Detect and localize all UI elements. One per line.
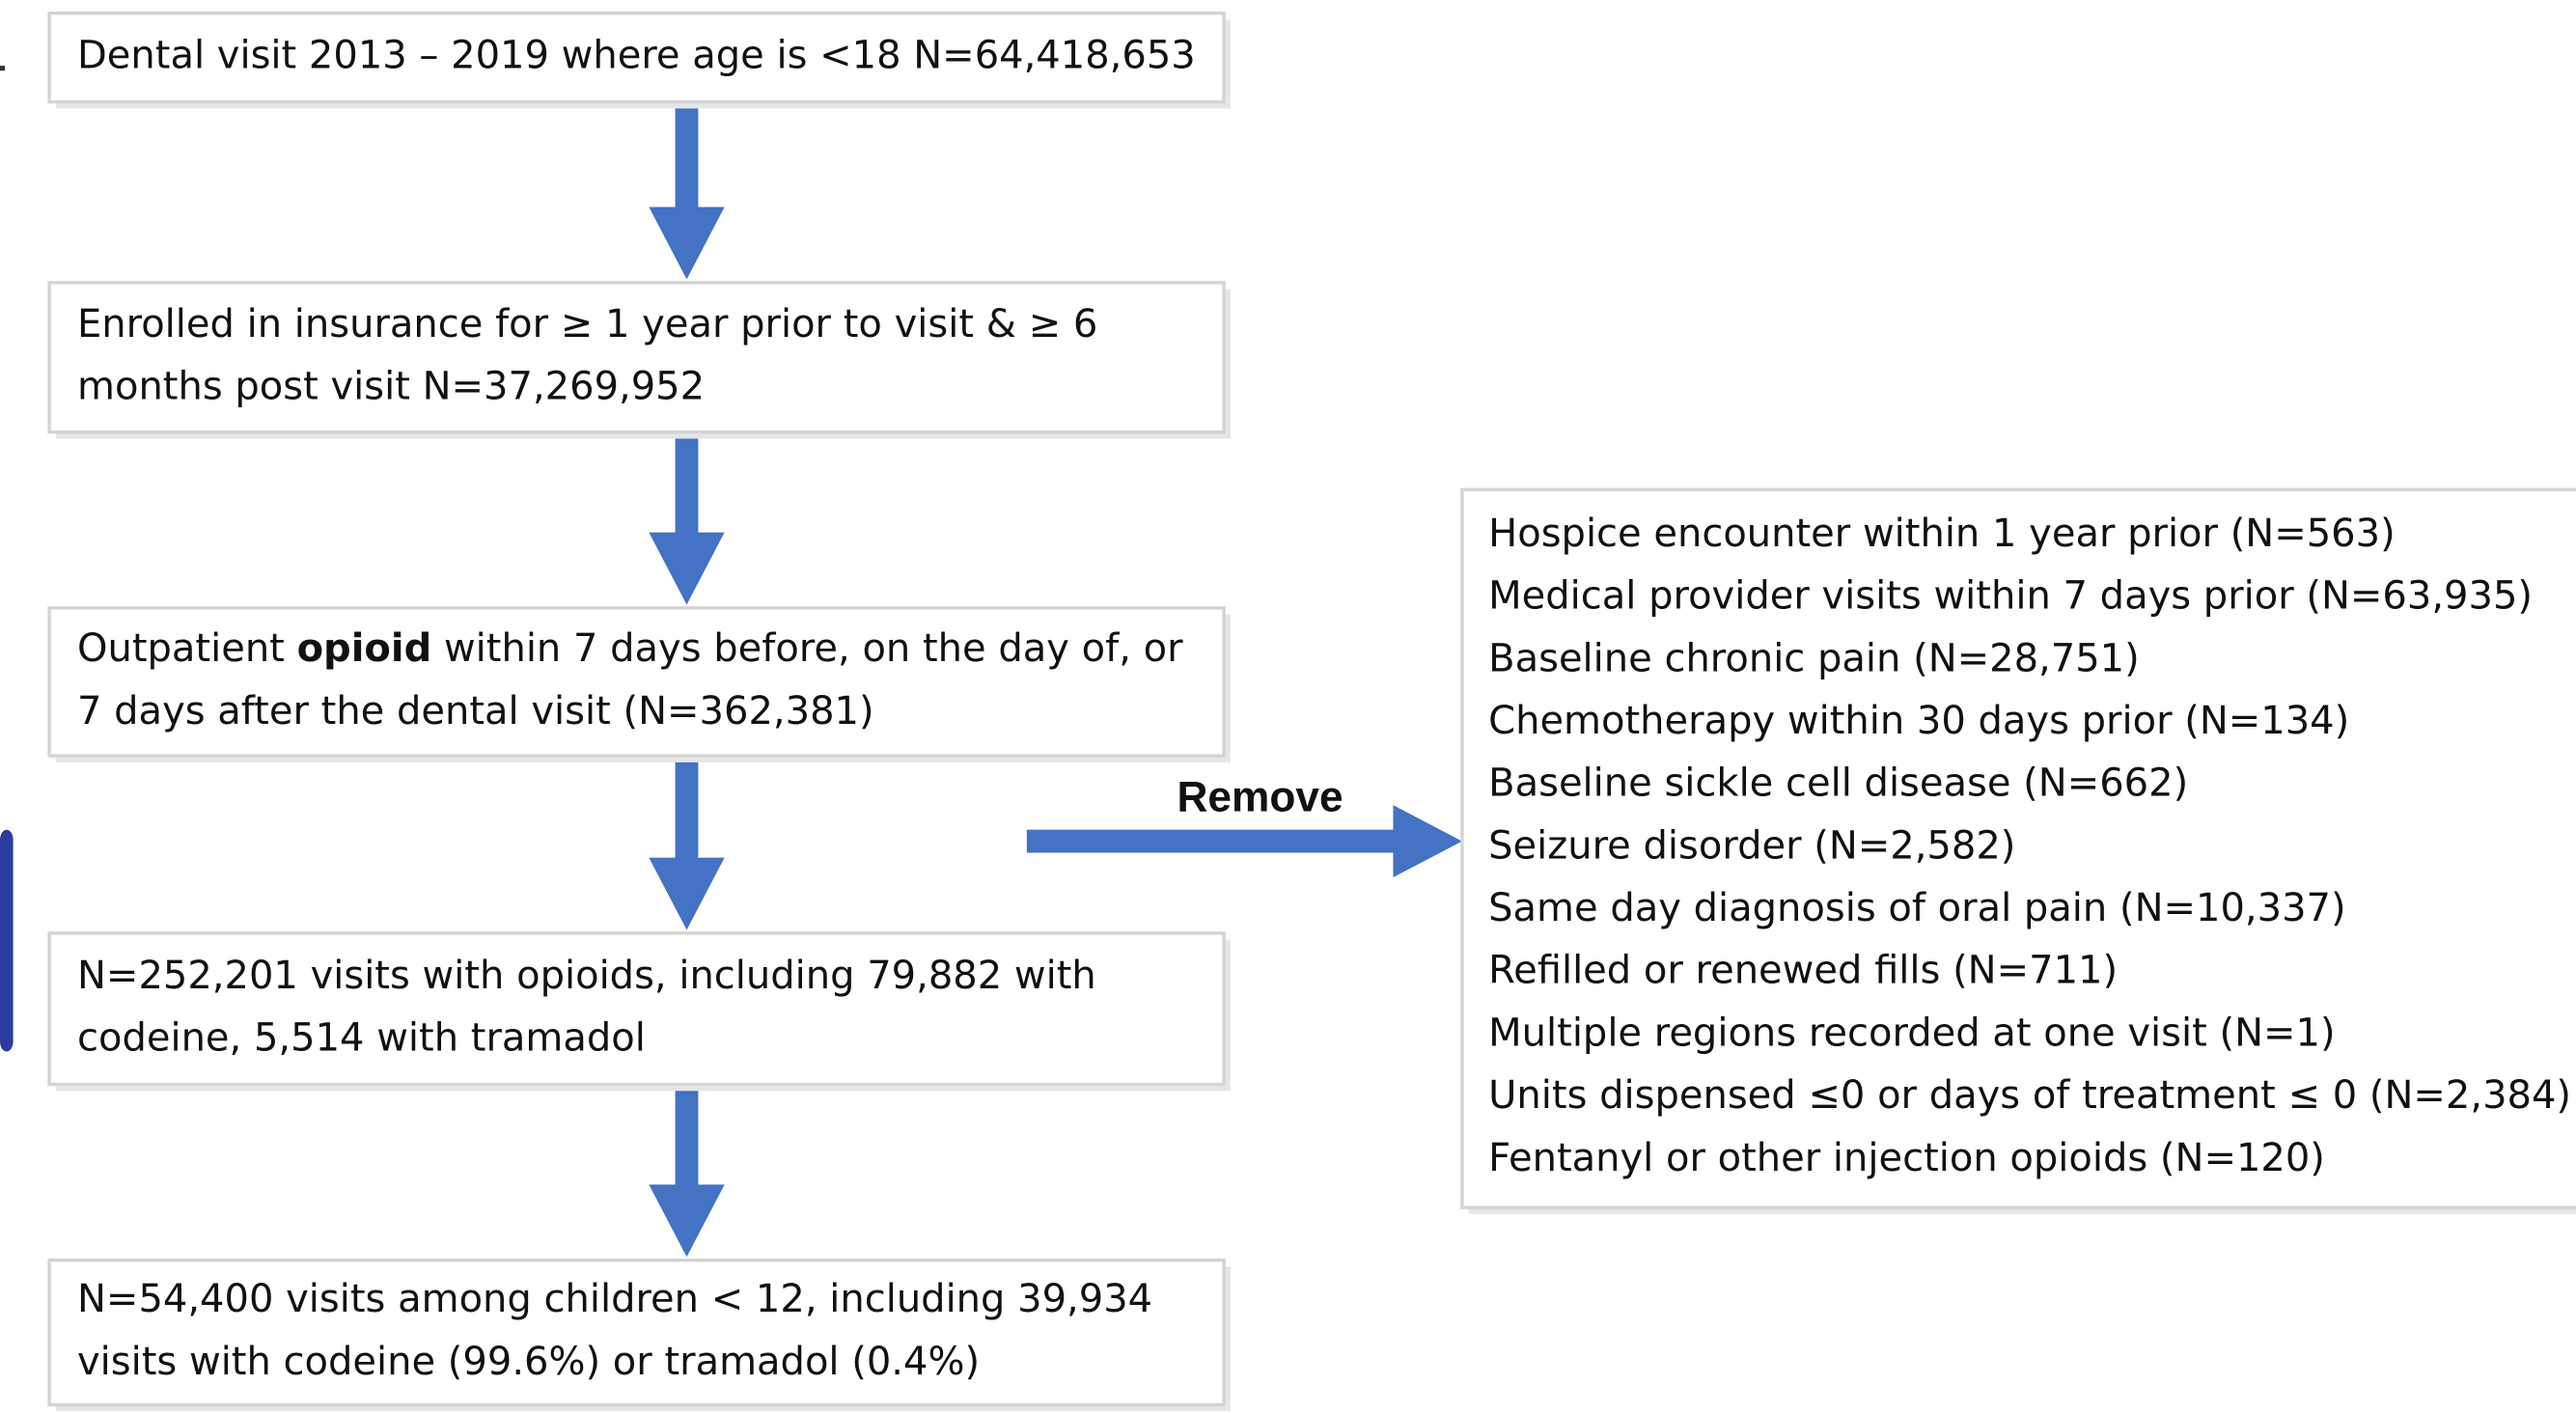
text-part: within 7 days before, on the day of, or <box>431 626 1183 671</box>
exclusion-item: Fentanyl or other injection opioids (N=1… <box>1488 1136 2325 1180</box>
step-box <box>47 606 1226 758</box>
step-text: codeine, 5,514 with tramadol <box>77 1016 646 1061</box>
step-text: 7 days after the dental visit (N=362,381… <box>77 689 874 734</box>
exclusion-item: Baseline sickle cell disease (N=662) <box>1488 762 2188 806</box>
step-box <box>47 11 1226 104</box>
remove-label: Remove <box>1177 774 1343 821</box>
step-text: Enrolled in insurance for ≥ 1 year prior… <box>77 302 1097 346</box>
down-arrow <box>649 759 725 930</box>
step-text: N=54,400 visits among children < 12, inc… <box>77 1277 1152 1321</box>
exclusion-item: Seizure disorder (N=2,582) <box>1488 823 2015 868</box>
step-box <box>47 931 1226 1087</box>
bold-text: opioid <box>297 626 432 671</box>
text-part: Outpatient <box>77 626 297 671</box>
step-text: N=252,201 visits with opioids, including… <box>77 954 1096 998</box>
exclusion-item: Refilled or renewed fills (N=711) <box>1488 949 2118 993</box>
down-arrow <box>649 105 725 280</box>
exclusion-item: Medical provider visits within 7 days pr… <box>1488 574 2533 619</box>
step-text: months post visit N=37,269,952 <box>77 365 705 409</box>
exclusion-item: Chemotherapy within 30 days prior (N=134… <box>1488 699 2349 743</box>
down-arrow <box>649 435 725 605</box>
exclusion-item: Multiple regions recorded at one visit (… <box>1488 1011 2335 1055</box>
dot <box>0 66 6 71</box>
remove-arrow <box>1026 805 1462 878</box>
step-box <box>47 281 1226 434</box>
step-text: Outpatient opioid within 7 days before, … <box>77 626 1183 671</box>
exclusion-box <box>1460 487 2576 1209</box>
exclusion-item: Baseline chronic pain (N=28,751) <box>1488 636 2140 680</box>
down-arrow <box>649 1087 725 1258</box>
exclusion-item: Units dispensed ≤0 or days of treatment … <box>1488 1073 2571 1118</box>
step-box <box>47 1258 1226 1407</box>
exclusion-item: Hospice encounter within 1 year prior (N… <box>1488 512 2396 556</box>
step-text: visits with codeine (99.6%) or tramadol … <box>77 1340 980 1384</box>
exclusion-item: Same day diagnosis of oral pain (N=10,33… <box>1488 886 2345 930</box>
side-tab <box>0 829 14 1052</box>
step-text: Dental visit 2013 – 2019 where age is <1… <box>77 34 1196 78</box>
